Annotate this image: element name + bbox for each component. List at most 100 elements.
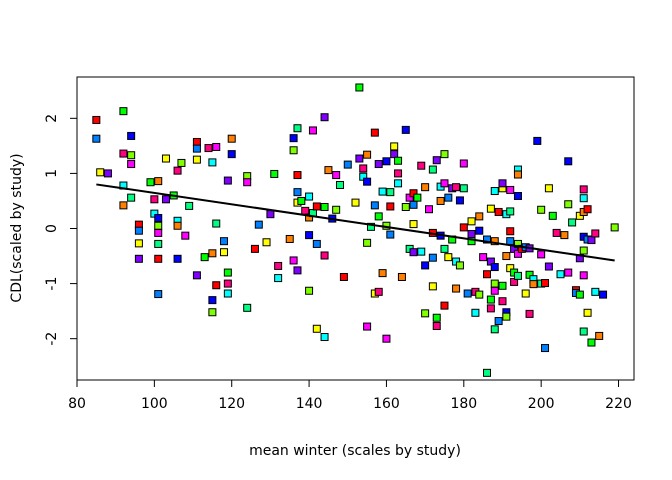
data-point bbox=[262, 238, 271, 247]
x-axis: 80 100 120 140 160 180 200 220 bbox=[68, 379, 632, 412]
data-point bbox=[394, 156, 403, 165]
data-point bbox=[394, 179, 403, 188]
data-point bbox=[428, 165, 437, 174]
data-point bbox=[320, 203, 329, 212]
x-tick-label: 120 bbox=[218, 396, 245, 412]
data-point bbox=[154, 221, 163, 230]
data-point bbox=[185, 201, 194, 210]
data-point bbox=[444, 253, 453, 262]
data-point bbox=[192, 144, 201, 153]
data-point bbox=[154, 214, 163, 223]
data-point bbox=[579, 194, 588, 203]
data-point bbox=[502, 312, 511, 321]
data-point bbox=[498, 179, 507, 188]
data-point bbox=[502, 252, 511, 261]
data-point bbox=[127, 160, 136, 169]
data-point bbox=[127, 193, 136, 202]
data-point bbox=[409, 200, 418, 209]
y-tick-label: 1 bbox=[44, 169, 60, 178]
data-point bbox=[432, 313, 441, 322]
data-point bbox=[363, 322, 372, 331]
data-point bbox=[285, 234, 294, 243]
x-tick-label: 100 bbox=[141, 396, 168, 412]
data-point bbox=[289, 134, 298, 143]
data-point bbox=[305, 192, 314, 201]
data-point bbox=[428, 282, 437, 291]
data-point bbox=[483, 368, 492, 377]
data-point bbox=[274, 274, 283, 283]
data-point bbox=[394, 169, 403, 178]
data-point bbox=[363, 238, 372, 247]
data-point bbox=[583, 308, 592, 317]
data-point bbox=[599, 290, 608, 299]
data-point bbox=[548, 211, 557, 220]
data-point bbox=[293, 266, 302, 275]
data-point bbox=[421, 261, 430, 270]
data-point bbox=[475, 226, 484, 235]
data-point bbox=[154, 290, 163, 299]
data-point bbox=[455, 196, 464, 205]
data-point bbox=[219, 237, 228, 246]
data-point bbox=[506, 227, 515, 236]
data-point bbox=[289, 146, 298, 155]
data-point bbox=[513, 271, 522, 280]
data-point bbox=[579, 271, 588, 280]
data-points bbox=[92, 83, 619, 377]
data-point bbox=[177, 158, 186, 167]
data-point bbox=[490, 279, 499, 288]
data-point bbox=[173, 166, 182, 175]
data-point bbox=[467, 217, 476, 226]
data-point bbox=[537, 205, 546, 214]
data-point bbox=[525, 309, 534, 318]
data-point bbox=[583, 205, 592, 214]
data-point bbox=[386, 188, 395, 197]
data-point bbox=[154, 254, 163, 263]
data-point bbox=[428, 253, 437, 262]
data-point bbox=[417, 247, 426, 256]
data-point bbox=[374, 212, 383, 221]
data-point bbox=[421, 309, 430, 318]
data-point bbox=[289, 256, 298, 265]
data-point bbox=[243, 303, 252, 312]
data-point bbox=[421, 183, 430, 192]
data-point bbox=[204, 144, 213, 153]
data-point bbox=[471, 308, 480, 317]
data-point bbox=[424, 205, 433, 214]
data-point bbox=[161, 154, 170, 163]
data-point bbox=[494, 207, 503, 216]
data-point bbox=[146, 178, 155, 187]
data-point bbox=[564, 268, 573, 277]
data-point bbox=[541, 279, 550, 288]
data-point bbox=[374, 287, 383, 296]
data-point bbox=[297, 196, 306, 205]
data-point bbox=[413, 193, 422, 202]
data-point bbox=[212, 219, 221, 228]
data-point bbox=[564, 157, 573, 166]
data-point bbox=[227, 134, 236, 143]
data-point bbox=[401, 125, 410, 134]
data-point bbox=[506, 185, 515, 194]
data-point bbox=[529, 280, 538, 289]
data-point bbox=[560, 231, 569, 240]
data-point bbox=[266, 210, 275, 219]
data-point bbox=[305, 286, 314, 295]
data-point bbox=[312, 324, 321, 333]
data-point bbox=[463, 289, 472, 298]
trend-line bbox=[96, 183, 615, 262]
data-point bbox=[293, 124, 302, 133]
data-point bbox=[351, 198, 360, 207]
data-point bbox=[243, 178, 252, 187]
data-point bbox=[219, 248, 228, 257]
data-point bbox=[212, 281, 221, 290]
data-point bbox=[212, 142, 221, 151]
data-point bbox=[336, 180, 345, 189]
x-tick-label: 220 bbox=[605, 396, 632, 412]
data-point bbox=[513, 170, 522, 179]
data-point bbox=[467, 237, 476, 246]
data-point bbox=[386, 202, 395, 211]
data-point bbox=[475, 290, 484, 299]
data-point bbox=[208, 158, 217, 167]
data-point bbox=[150, 195, 159, 204]
data-point bbox=[490, 187, 499, 196]
